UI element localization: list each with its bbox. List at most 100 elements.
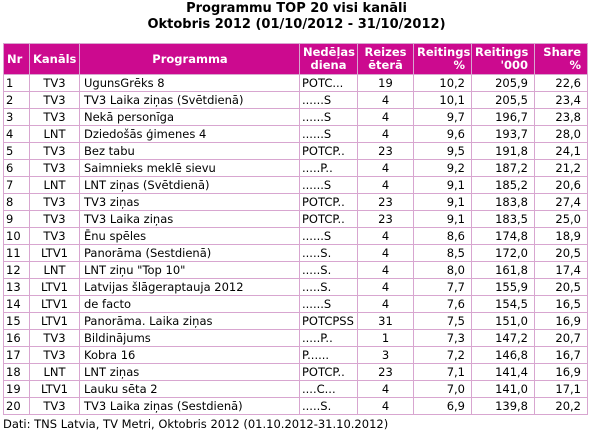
cell-reizes-etera: 23 — [357, 193, 414, 211]
cell-programma: TV3 Laika ziņas — [79, 210, 300, 228]
cell-reizes-etera: 4 — [357, 176, 414, 194]
cell-reitings-pct: 7,6 — [413, 295, 472, 313]
cell-share: 21,2 — [534, 159, 588, 177]
cell-reitings-000: 141,4 — [471, 363, 535, 381]
cell-reitings-pct: 9,1 — [413, 210, 472, 228]
cell-nr: 4 — [3, 125, 30, 143]
cell-programma: Kobra 16 — [79, 346, 300, 364]
cell-share: 23,4 — [534, 91, 588, 109]
cell-nr: 9 — [3, 210, 30, 228]
table-row: 18 LNT LNT ziņas POTCP.. 23 7,1 141,4 16,9 — [3, 363, 588, 381]
cell-programma: Panorāma. Laika ziņas — [79, 312, 300, 330]
cell-reizes-etera: 31 — [357, 312, 414, 330]
cell-reizes-etera: 19 — [357, 74, 414, 92]
cell-kanals: TV3 — [29, 193, 80, 211]
cell-nr: 2 — [3, 91, 30, 109]
cell-reitings-pct: 10,1 — [413, 91, 472, 109]
table-row: 14 LTV1 de facto ......S 4 7,6 154,5 16,5 — [3, 295, 588, 313]
cell-kanals: TV3 — [29, 74, 80, 92]
cell-reitings-000: 183,8 — [471, 193, 535, 211]
cell-programma: Bez tabu — [79, 142, 300, 160]
cell-nedelas-diena: POTCP.. — [299, 363, 358, 381]
column-header-reitings-000: Reitings '000 — [471, 43, 535, 75]
cell-nr: 14 — [3, 295, 30, 313]
cell-share: 20,7 — [534, 329, 588, 347]
cell-programma: Saimnieks meklē sievu — [79, 159, 300, 177]
cell-share: 25,0 — [534, 210, 588, 228]
cell-nedelas-diena: POTCPSS — [299, 312, 358, 330]
cell-nr: 11 — [3, 244, 30, 262]
cell-reitings-pct: 8,5 — [413, 244, 472, 262]
cell-reitings-000: 151,0 — [471, 312, 535, 330]
table-row: 20 TV3 TV3 Laika ziņas (Sestdienā) .....S. 4… — [3, 397, 588, 415]
table-row: 10 TV3 Ēnu spēles ......S 4 8,6 174,8 18,9 — [3, 227, 588, 245]
column-header-share: Share% — [534, 43, 588, 75]
cell-reitings-000: 161,8 — [471, 261, 535, 279]
table-row: 5 TV3 Bez tabu POTCP.. 23 9,5 191,8 24,1 — [3, 142, 588, 160]
column-header-nr: Nr — [3, 43, 30, 75]
cell-nedelas-diena: ......S — [299, 176, 358, 194]
cell-reizes-etera: 4 — [357, 159, 414, 177]
column-header-reitings-pct: Reitings% — [413, 43, 472, 75]
cell-programma: Panorāma (Sestdienā) — [79, 244, 300, 262]
cell-reitings-pct: 7,2 — [413, 346, 472, 364]
table-row: 4 LNT Dziedošās ģimenes 4 ......S 4 9,6 193,7 2… — [3, 125, 588, 143]
cell-reitings-000: 174,8 — [471, 227, 535, 245]
cell-reizes-etera: 23 — [357, 210, 414, 228]
cell-nr: 3 — [3, 108, 30, 126]
cell-nedelas-diena: POTCP.. — [299, 193, 358, 211]
cell-nedelas-diena: ......S — [299, 295, 358, 313]
cell-reitings-000: 147,2 — [471, 329, 535, 347]
table-row: 2 TV3 TV3 Laika ziņas (Svētdienā) ......S 4 1… — [3, 91, 588, 109]
table-row: 13 LTV1 Latvijas šlāgeraptauja 2012 .....S.… — [3, 278, 588, 296]
table-row: 1 TV3 UgunsGrēks 8 POTC... 19 10,2 205,9 22,6 — [3, 74, 588, 92]
cell-programma: UgunsGrēks 8 — [79, 74, 300, 92]
cell-reitings-000: 185,2 — [471, 176, 535, 194]
cell-nr: 6 — [3, 159, 30, 177]
cell-reitings-pct: 7,1 — [413, 363, 472, 381]
table-row: 7 LNT LNT ziņas (Svētdienā) ......S 4 9,1 185,… — [3, 176, 588, 194]
cell-reitings-000: 139,8 — [471, 397, 535, 415]
cell-programma: Bildinājums — [79, 329, 300, 347]
cell-reitings-000: 183,5 — [471, 210, 535, 228]
cell-nedelas-diena: ......S — [299, 91, 358, 109]
cell-programma: LNT ziņas — [79, 363, 300, 381]
ratings-table: Nr Kanāls Programma Nedēļas diena Reizes ē… — [3, 43, 588, 415]
cell-reitings-pct: 8,6 — [413, 227, 472, 245]
cell-reizes-etera: 4 — [357, 380, 414, 398]
cell-programma: Dziedošās ģimenes 4 — [79, 125, 300, 143]
cell-reitings-pct: 7,3 — [413, 329, 472, 347]
table-row: 3 TV3 Nekā personīga ......S 4 9,7 196,7 23,8 — [3, 108, 588, 126]
cell-kanals: TV3 — [29, 210, 80, 228]
table-row: 19 LTV1 Lauku sēta 2 ....C... 4 7,0 141,0 17,1 — [3, 380, 588, 398]
cell-kanals: TV3 — [29, 346, 80, 364]
cell-share: 22,6 — [534, 74, 588, 92]
cell-reizes-etera: 4 — [357, 244, 414, 262]
cell-nedelas-diena: ....C... — [299, 380, 358, 398]
cell-reizes-etera: 4 — [357, 108, 414, 126]
cell-programma: TV3 Laika ziņas (Svētdienā) — [79, 91, 300, 109]
cell-reizes-etera: 4 — [357, 397, 414, 415]
cell-reitings-pct: 9,5 — [413, 142, 472, 160]
table-row: 11 LTV1 Panorāma (Sestdienā) .....S. 4 8,5 172… — [3, 244, 588, 262]
cell-nedelas-diena: ......S — [299, 125, 358, 143]
cell-kanals: TV3 — [29, 397, 80, 415]
cell-reitings-000: 172,0 — [471, 244, 535, 262]
cell-nr: 7 — [3, 176, 30, 194]
cell-share: 16,5 — [534, 295, 588, 313]
cell-programma: LNT ziņu "Top 10" — [79, 261, 300, 279]
cell-programma: Lauku sēta 2 — [79, 380, 300, 398]
cell-share: 20,5 — [534, 244, 588, 262]
cell-reitings-000: 146,8 — [471, 346, 535, 364]
cell-share: 28,0 — [534, 125, 588, 143]
cell-kanals: TV3 — [29, 329, 80, 347]
cell-share: 17,1 — [534, 380, 588, 398]
cell-reizes-etera: 4 — [357, 295, 414, 313]
cell-share: 20,6 — [534, 176, 588, 194]
cell-kanals: TV3 — [29, 91, 80, 109]
cell-share: 16,7 — [534, 346, 588, 364]
cell-reitings-pct: 9,1 — [413, 176, 472, 194]
cell-nedelas-diena: ......S — [299, 227, 358, 245]
cell-share: 20,5 — [534, 278, 588, 296]
column-header-reizes-etera: Reizes ēterā — [357, 43, 414, 75]
